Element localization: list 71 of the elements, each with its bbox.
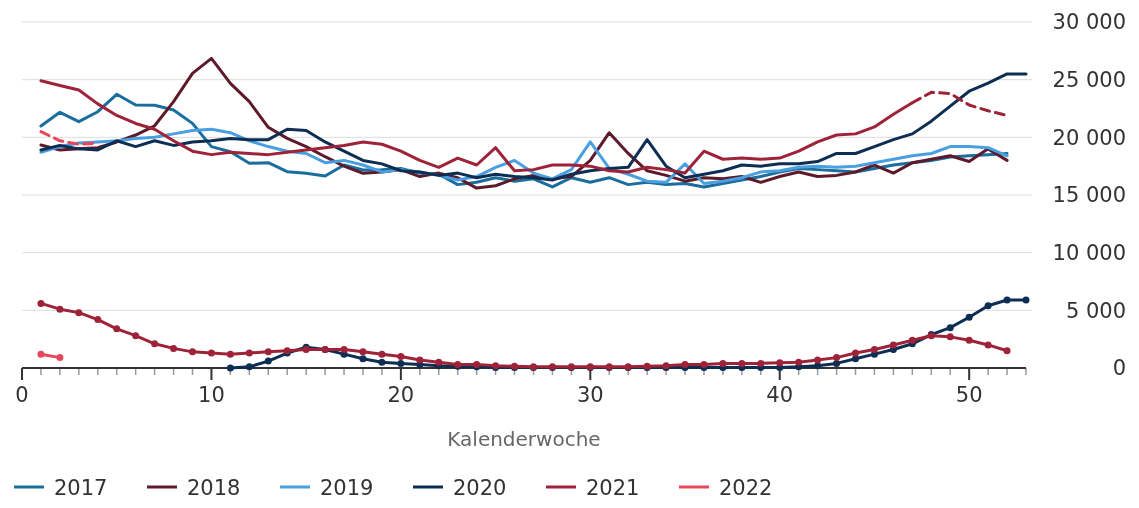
line-series bbox=[39, 72, 1028, 182]
point bbox=[245, 349, 253, 357]
legend-label: 2021 bbox=[586, 476, 640, 500]
point bbox=[984, 341, 992, 349]
point bbox=[984, 302, 992, 310]
point bbox=[795, 358, 803, 366]
legend-label: 2017 bbox=[54, 476, 108, 500]
point bbox=[946, 333, 954, 341]
point bbox=[75, 309, 83, 317]
point bbox=[965, 313, 973, 321]
x-axis-title: Kalenderwoche bbox=[447, 427, 601, 451]
point bbox=[245, 363, 253, 371]
x-tick-label: 30 bbox=[576, 383, 604, 407]
point bbox=[757, 359, 765, 367]
y-tick-label: 15 000 bbox=[1052, 183, 1126, 208]
point bbox=[852, 355, 860, 363]
point bbox=[132, 332, 140, 340]
point bbox=[435, 358, 443, 366]
point bbox=[359, 355, 367, 363]
point bbox=[889, 341, 897, 349]
point bbox=[113, 325, 121, 333]
point bbox=[151, 340, 159, 348]
x-tick-label: 0 bbox=[15, 383, 29, 407]
point bbox=[397, 352, 405, 360]
point bbox=[946, 324, 954, 332]
point bbox=[188, 348, 196, 356]
y-tick-label: 30 000 bbox=[1052, 10, 1126, 35]
point bbox=[1003, 347, 1011, 355]
y-tick-label: 0 bbox=[1112, 356, 1126, 381]
point bbox=[226, 364, 234, 372]
point bbox=[776, 359, 784, 367]
point bbox=[170, 344, 178, 352]
x-tick-label: 40 bbox=[766, 383, 794, 407]
y-tick-label: 5 000 bbox=[1065, 298, 1126, 323]
point bbox=[37, 299, 45, 307]
y-tick-label: 25 000 bbox=[1052, 68, 1126, 93]
point bbox=[814, 362, 822, 370]
point bbox=[908, 336, 916, 344]
point bbox=[359, 348, 367, 356]
point bbox=[852, 349, 860, 357]
point bbox=[738, 359, 746, 367]
point bbox=[226, 350, 234, 358]
point bbox=[264, 357, 272, 365]
point bbox=[814, 356, 822, 364]
point bbox=[378, 350, 386, 358]
point bbox=[870, 346, 878, 354]
point bbox=[37, 350, 45, 358]
point bbox=[719, 359, 727, 367]
point bbox=[1003, 296, 1011, 304]
legend-label: 2019 bbox=[320, 476, 374, 500]
point bbox=[833, 359, 841, 367]
y-tick-label: 10 000 bbox=[1052, 241, 1126, 266]
point bbox=[56, 305, 64, 313]
legend-label: 2018 bbox=[187, 476, 241, 500]
point bbox=[397, 359, 405, 367]
point bbox=[264, 348, 272, 356]
legend-label: 2022 bbox=[719, 476, 773, 500]
point bbox=[1022, 296, 1030, 304]
x-tick-label: 20 bbox=[387, 383, 415, 407]
legend-label: 2020 bbox=[453, 476, 507, 500]
y-tick-label: 20 000 bbox=[1052, 125, 1126, 150]
point bbox=[416, 356, 424, 364]
point bbox=[207, 349, 215, 357]
point bbox=[56, 354, 64, 362]
point bbox=[378, 358, 386, 366]
point bbox=[340, 346, 348, 354]
point bbox=[94, 316, 102, 324]
x-tick-label: 10 bbox=[198, 383, 225, 407]
point bbox=[833, 354, 841, 362]
x-tick-label: 50 bbox=[955, 383, 983, 407]
point bbox=[965, 336, 973, 344]
